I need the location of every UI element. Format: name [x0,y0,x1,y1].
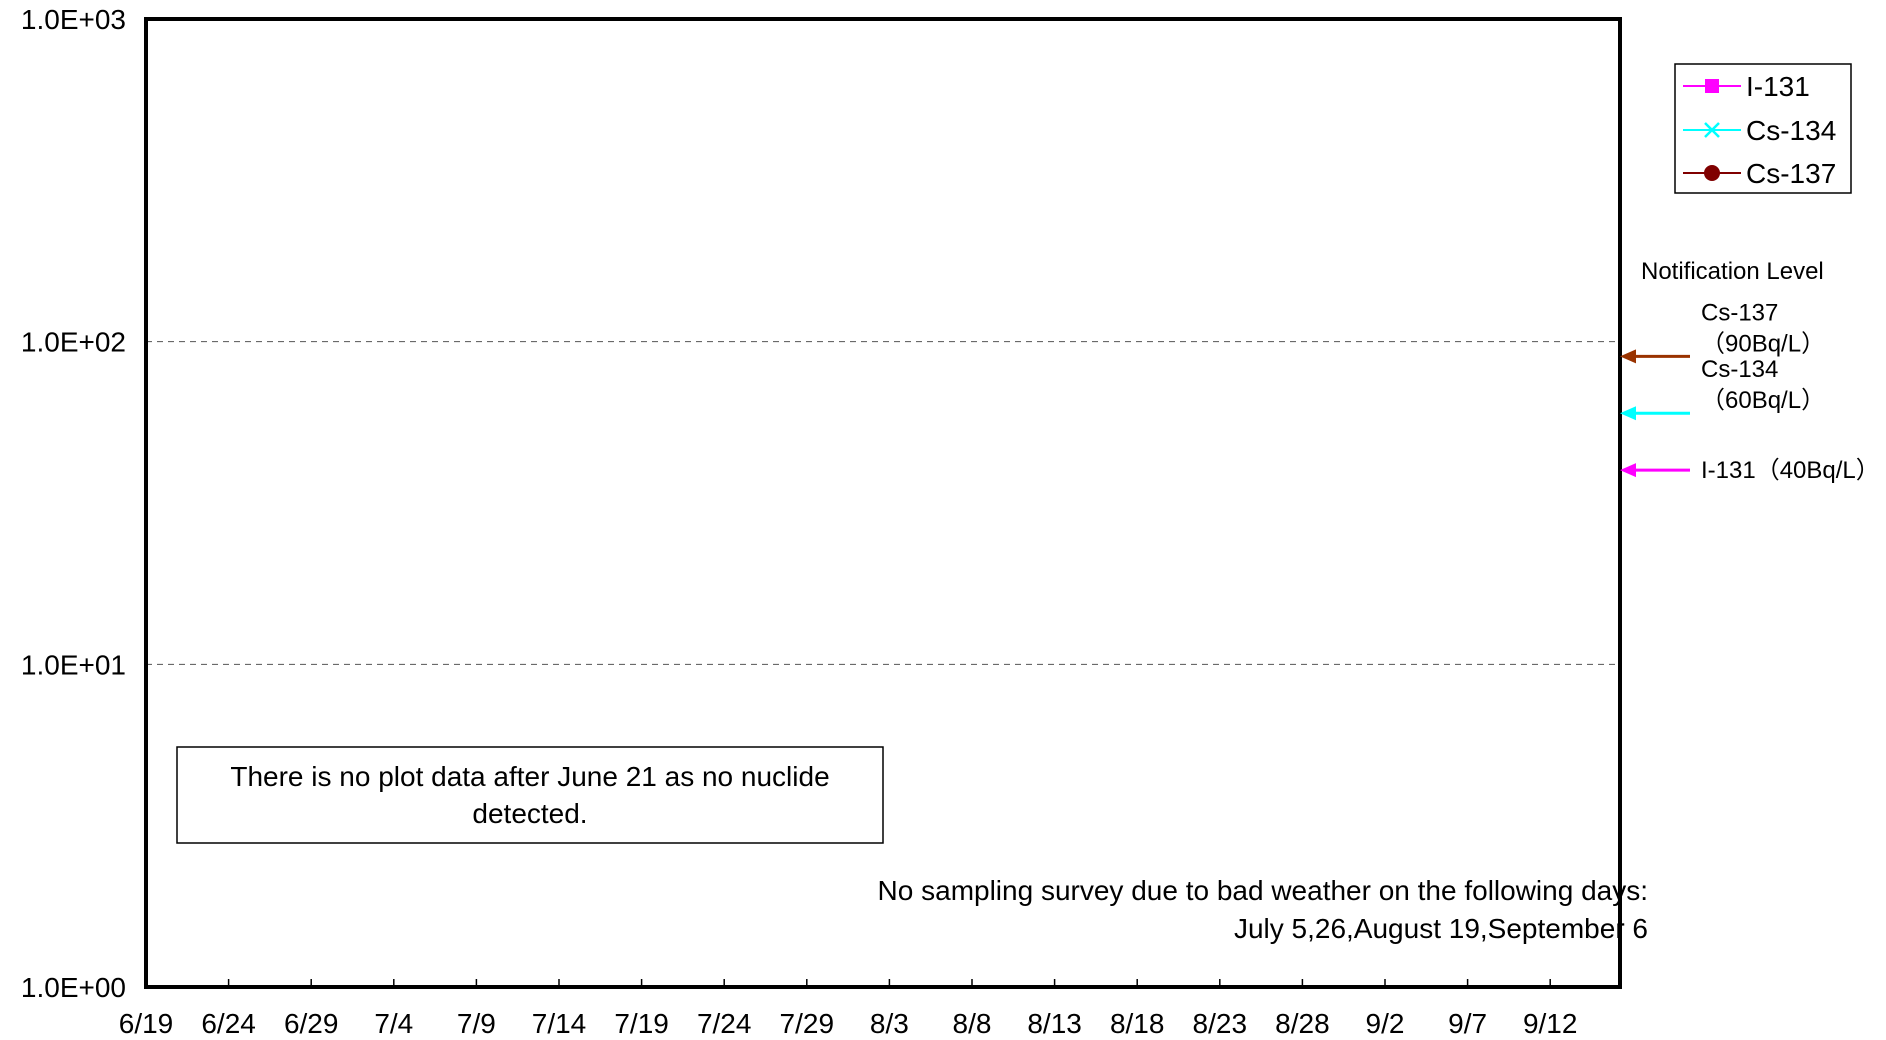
y-tick-label: 1.0E+02 [21,327,126,358]
x-tick-label: 9/7 [1448,1008,1487,1039]
notification-arrow-head [1620,349,1636,364]
legend-marker-i131 [1705,79,1719,93]
no-sampling-note-line2: July 5,26,August 19,September 6 [1234,913,1648,944]
no-sampling-note-line1: No sampling survey due to bad weather on… [878,875,1648,906]
x-tick-label: 7/14 [532,1008,587,1039]
x-tick-label: 7/19 [614,1008,669,1039]
notification-arrow-head [1620,463,1636,478]
x-tick-label: 8/8 [953,1008,992,1039]
plot-area-frame [144,17,1622,989]
no-data-note-box [176,746,884,844]
x-tick-label: 9/2 [1366,1008,1405,1039]
y-tick-label: 1.0E+01 [21,649,126,680]
x-tick-label: 8/3 [870,1008,909,1039]
x-tick-label: 6/29 [284,1008,339,1039]
legend-marker-cs137 [1704,165,1720,181]
legend-label-cs134: Cs-134 [1746,115,1836,146]
notification-label: I-131（40Bq/L） [1701,457,1880,484]
notification-value: （60Bq/L） [1701,387,1825,414]
no-data-note-line2: detected. [472,798,587,829]
notification-label: Cs-134 [1701,356,1778,383]
x-tick-label: 9/12 [1523,1008,1578,1039]
legend: I-131 Cs-134 Cs-137 [1674,63,1852,194]
no-data-note-line1: There is no plot data after June 21 as n… [230,761,829,792]
x-tick-label: 7/29 [780,1008,835,1039]
legend-marker-cs134 [1704,122,1720,138]
legend-label-i131: I-131 [1746,71,1810,102]
y-axis-tick-labels: 1.0E+00 1.0E+01 1.0E+02 1.0E+03 [21,4,126,1003]
x-axis-ticks: 6/19 6/24 6/29 7/4 7/9 7/14 7/19 7/24 7/29 8/3 8/8… [119,979,1578,1039]
grid-lines [146,341,1620,665]
notification-value: （90Bq/L） [1701,330,1825,357]
x-tick-label: 6/24 [201,1008,256,1039]
x-tick-label: 6/19 [119,1008,174,1039]
legend-label-cs137: Cs-137 [1746,158,1836,189]
notification-level-title: Notification Level [1641,258,1824,285]
x-tick-label: 8/23 [1193,1008,1248,1039]
x-tick-label: 7/4 [374,1008,413,1039]
notification-label: Cs-137 [1701,299,1778,326]
no-data-note: There is no plot data after June 21 as n… [176,746,884,844]
x-tick-label: 7/9 [457,1008,496,1039]
y-tick-label: 1.0E+03 [21,4,126,35]
notification-levels: Cs-137 （90Bq/L）Cs-134 （60Bq/L） I-131（40Bq/L… [1620,299,1880,484]
x-tick-label: 8/18 [1110,1008,1165,1039]
y-tick-label: 1.0E+00 [21,972,126,1003]
x-tick-label: 7/24 [697,1008,752,1039]
x-tick-label: 8/13 [1027,1008,1082,1039]
notification-arrow-head [1620,406,1636,421]
x-tick-label: 8/28 [1275,1008,1330,1039]
